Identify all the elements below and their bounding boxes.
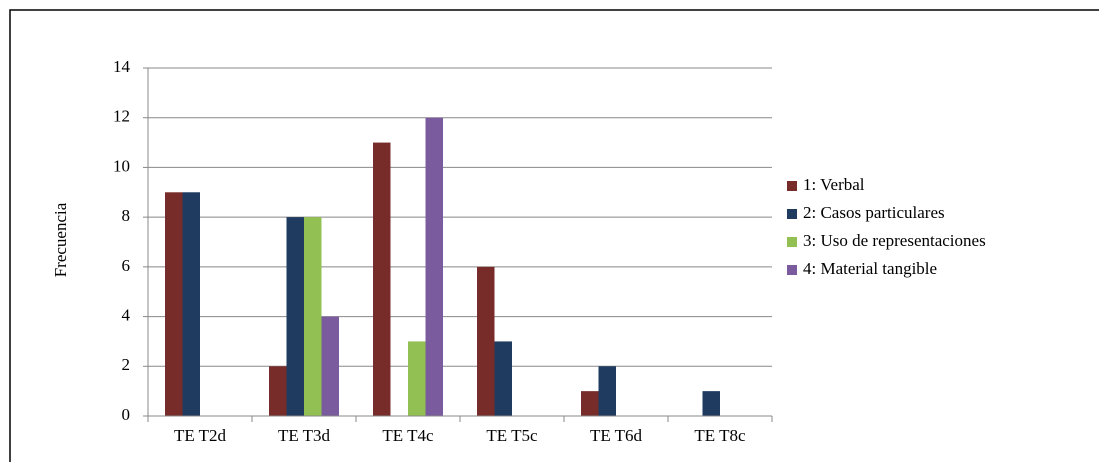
y-tick-label: 4: [122, 305, 131, 324]
y-tick-label: 12: [113, 107, 130, 126]
y-axis-label: Frecuencia: [51, 202, 70, 277]
legend-swatch: [787, 265, 797, 275]
bar: [598, 366, 616, 416]
bar: [494, 341, 512, 416]
chart-frame: [9, 9, 1099, 462]
bar: [286, 217, 304, 416]
x-tick-label: TE T2d: [174, 426, 227, 445]
x-tick-label: TE T5c: [486, 426, 538, 445]
legend-label: 3: Uso de representaciones: [803, 231, 986, 250]
x-tick-label: TE T4c: [382, 426, 434, 445]
bar: [477, 266, 495, 416]
legend-swatch: [787, 181, 797, 191]
legend-swatch: [787, 237, 797, 247]
x-tick-label: TE T8c: [694, 426, 746, 445]
y-tick-label: 8: [122, 206, 131, 225]
bar: [581, 391, 599, 416]
bar: [182, 192, 200, 416]
x-tick-label: TE T3d: [278, 426, 331, 445]
legend-label: 4: Material tangible: [803, 259, 937, 278]
bar: [321, 316, 339, 416]
y-tick-label: 14: [113, 57, 131, 76]
bar: [425, 117, 443, 416]
legend-swatch: [787, 209, 797, 219]
y-tick-label: 10: [113, 156, 130, 175]
bar: [304, 217, 322, 416]
y-tick-label: 0: [122, 405, 131, 424]
bar: [373, 142, 391, 417]
y-tick-label: 6: [122, 256, 131, 275]
legend-label: 2: Casos particulares: [803, 203, 945, 222]
legend-label: 1: Verbal: [803, 175, 865, 194]
bar: [269, 366, 287, 416]
bar: [408, 341, 426, 416]
x-tick-label: TE T6d: [590, 426, 643, 445]
bar: [165, 192, 183, 416]
y-tick-label: 2: [122, 355, 131, 374]
bar: [702, 391, 720, 416]
